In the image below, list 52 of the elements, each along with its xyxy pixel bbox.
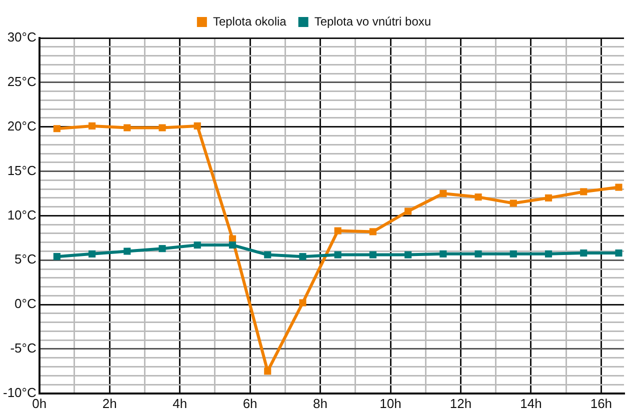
point xyxy=(124,124,131,132)
x-tick-label: 6h xyxy=(242,396,258,411)
y-tick-label: -10°C xyxy=(2,384,36,400)
y-tick-label: 20°C xyxy=(7,118,36,134)
point xyxy=(474,194,482,201)
point xyxy=(264,368,272,375)
point xyxy=(124,248,131,255)
point xyxy=(510,200,517,207)
y-tick-label: 5°C xyxy=(14,252,36,267)
point xyxy=(88,250,96,258)
point xyxy=(544,250,552,258)
point xyxy=(440,190,447,198)
point xyxy=(158,245,166,252)
legend-label: Teplota vo vnútri boxu xyxy=(314,14,432,28)
point xyxy=(369,228,376,236)
point xyxy=(334,227,342,234)
y-tick-label: 15°C xyxy=(7,162,36,178)
point xyxy=(194,241,201,249)
point xyxy=(334,251,342,258)
y-tick-label: 0°C xyxy=(14,296,36,312)
point xyxy=(510,250,517,258)
y-tick-label: -5°C xyxy=(10,340,36,356)
point xyxy=(404,208,412,215)
point xyxy=(53,253,60,260)
point xyxy=(615,184,622,191)
point xyxy=(440,250,447,258)
point xyxy=(404,251,412,258)
x-tick-label: 12h xyxy=(450,396,472,411)
point xyxy=(615,249,622,257)
point xyxy=(88,122,96,130)
x-tick-label: 16h xyxy=(590,396,612,411)
x-tick-label: 4h xyxy=(172,396,188,411)
point xyxy=(299,253,306,260)
point xyxy=(369,251,376,258)
point xyxy=(158,124,166,132)
point xyxy=(299,299,306,306)
x-tick-label: 10h xyxy=(380,396,402,411)
x-tick-label: 2h xyxy=(102,396,117,411)
x-tick-label: 8h xyxy=(313,396,328,411)
point xyxy=(228,241,236,249)
point xyxy=(194,122,201,130)
y-tick-label: 30°C xyxy=(7,30,36,45)
point xyxy=(580,188,588,196)
point xyxy=(474,250,482,258)
y-tick-label: 25°C xyxy=(7,74,36,90)
point xyxy=(53,125,60,132)
point xyxy=(580,249,588,257)
point xyxy=(264,251,272,258)
point xyxy=(544,194,552,202)
x-tick-label: 14h xyxy=(520,396,542,411)
legend-label: Teplota okolia xyxy=(212,14,287,28)
y-tick-label: 10°C xyxy=(7,207,36,222)
